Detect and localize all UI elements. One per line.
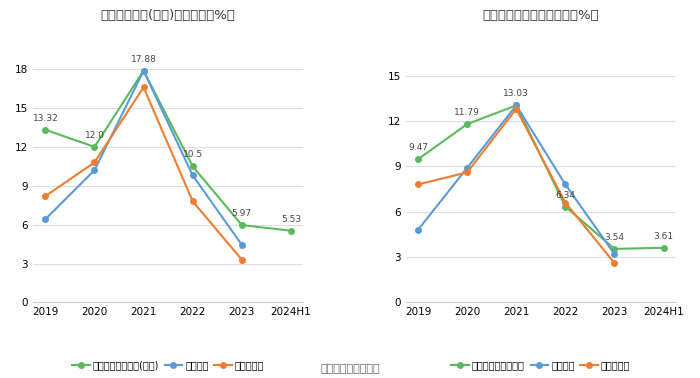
公司投入资本回报率 (512, 103, 521, 108)
Text: 11.79: 11.79 (454, 108, 480, 117)
公司净资产收益率(加权) (41, 127, 50, 132)
行业均值 (610, 252, 619, 256)
Text: 17.88: 17.88 (131, 55, 157, 64)
行业均值 (512, 103, 521, 108)
Line: 公司投入资本回报率: 公司投入资本回报率 (415, 102, 666, 252)
行业均值 (90, 168, 99, 172)
行业均值 (414, 228, 422, 232)
公司净资产收益率(加权) (139, 68, 148, 73)
公司投入资本回报率 (561, 204, 570, 209)
Legend: 公司投入资本回报率, 行业均值, 行业中位数: 公司投入资本回报率, 行业均值, 行业中位数 (447, 356, 634, 374)
行业中位数 (610, 261, 619, 265)
Text: 12.0: 12.0 (85, 131, 104, 140)
公司净资产收益率(加权) (90, 145, 99, 149)
Text: 13.32: 13.32 (32, 114, 58, 123)
行业中位数 (41, 194, 50, 198)
Text: 10.5: 10.5 (183, 150, 203, 160)
Legend: 公司净资产收益率(加权), 行业均值, 行业中位数: 公司净资产收益率(加权), 行业均值, 行业中位数 (68, 356, 268, 374)
公司净资产收益率(加权) (188, 164, 197, 169)
Text: 9.47: 9.47 (408, 143, 428, 152)
行业中位数 (90, 160, 99, 165)
行业中位数 (188, 199, 197, 204)
Title: 净资产收益率(加权)历年情况（%）: 净资产收益率(加权)历年情况（%） (101, 9, 236, 22)
Line: 行业中位数: 行业中位数 (415, 106, 617, 266)
行业均值 (41, 217, 50, 222)
行业中位数 (463, 170, 471, 175)
Text: 数据来源：恒生聚源: 数据来源：恒生聚源 (320, 364, 380, 374)
行业中位数 (512, 107, 521, 111)
公司净资产收益率(加权) (237, 223, 246, 227)
行业中位数 (414, 182, 422, 187)
公司投入资本回报率 (659, 246, 668, 250)
Title: 投入资本回报率历年情况（%）: 投入资本回报率历年情况（%） (482, 9, 599, 22)
行业均值 (139, 68, 148, 73)
Text: 6.34: 6.34 (555, 191, 575, 200)
Line: 行业中位数: 行业中位数 (43, 85, 244, 262)
行业均值 (237, 242, 246, 247)
公司投入资本回报率 (610, 246, 619, 251)
公司净资产收益率(加权) (287, 228, 295, 233)
行业中位数 (139, 85, 148, 90)
Line: 行业均值: 行业均值 (43, 68, 244, 248)
行业均值 (561, 182, 570, 187)
Line: 公司净资产收益率(加权): 公司净资产收益率(加权) (43, 68, 294, 234)
行业均值 (463, 166, 471, 170)
Line: 行业均值: 行业均值 (415, 102, 617, 257)
行业中位数 (561, 200, 570, 205)
Text: 13.03: 13.03 (503, 90, 529, 98)
公司投入资本回报率 (463, 122, 471, 126)
Text: 3.61: 3.61 (654, 232, 673, 241)
公司投入资本回报率 (414, 157, 422, 161)
Text: 3.54: 3.54 (605, 233, 624, 242)
行业均值 (188, 173, 197, 178)
Text: 5.53: 5.53 (281, 215, 301, 224)
Text: 5.97: 5.97 (232, 209, 252, 218)
行业中位数 (237, 257, 246, 262)
